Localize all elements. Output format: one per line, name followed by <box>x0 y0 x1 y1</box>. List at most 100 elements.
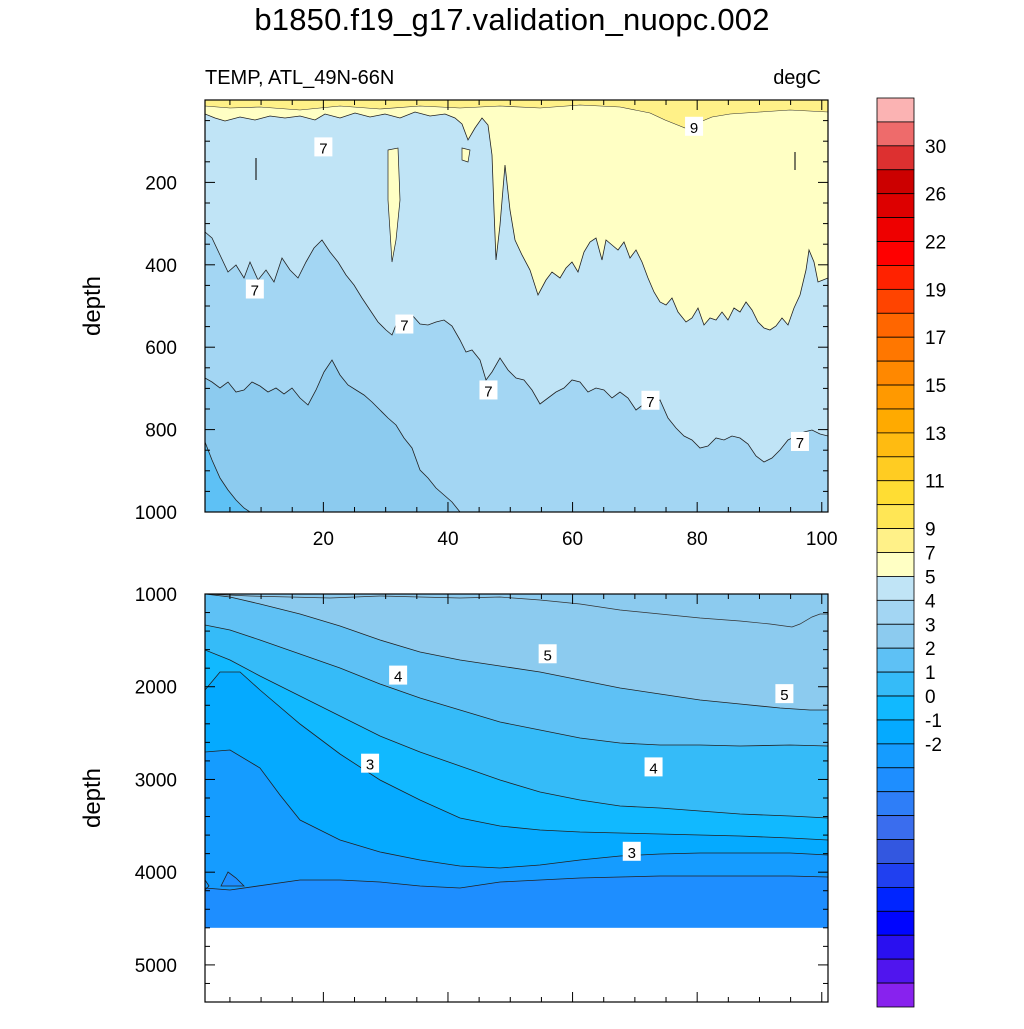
lower-y-axis-title: depth <box>79 768 106 828</box>
lower-contour-fills <box>205 594 828 1002</box>
colorbar-box <box>876 599 915 625</box>
colorbar-box <box>876 910 915 936</box>
lower-contour-label: 3 <box>361 753 380 774</box>
lower-contour-label: 5 <box>538 644 557 664</box>
svg-text:7: 7 <box>796 435 804 452</box>
lower-y-tick-label: 5000 <box>135 956 177 977</box>
colorbar-box <box>876 241 915 266</box>
x-tick-label: 100 <box>806 529 838 550</box>
colorbar-box <box>876 552 915 577</box>
colorbar-box <box>876 815 915 840</box>
colorbar-box <box>876 528 915 553</box>
colorbar-box <box>876 360 915 386</box>
colorbar-box <box>876 265 915 290</box>
colorbar-label: 7 <box>925 544 936 565</box>
colorbar-box <box>876 958 915 984</box>
colorbar-box <box>876 623 915 649</box>
units-label: degC <box>773 67 821 89</box>
lower-y-tick-label: 1000 <box>135 585 177 606</box>
svg-text:7: 7 <box>251 283 259 300</box>
colorbar-box <box>876 432 915 458</box>
colorbar-box <box>876 217 915 242</box>
upper-contour-label: 7 <box>314 137 333 157</box>
lower-y-tick-label: 2000 <box>135 678 177 699</box>
colorbar-box <box>876 839 915 864</box>
colorbar-box <box>876 288 915 314</box>
x-tick-label: 80 <box>687 529 708 550</box>
x-tick-label: 60 <box>562 529 583 550</box>
lower-contour-label: 3 <box>622 841 641 862</box>
colorbar-label: 0 <box>925 687 936 708</box>
upper-y-axis-title: depth <box>79 276 106 336</box>
colorbar-box <box>876 408 915 434</box>
colorbar-label: 2 <box>925 639 936 660</box>
colorbar-label: 9 <box>925 520 936 541</box>
colorbar-box <box>876 145 915 171</box>
upper-y-tick-label: 200 <box>145 173 177 194</box>
svg-text:3: 3 <box>628 845 636 862</box>
colorbar-label: -2 <box>925 735 942 756</box>
upper-contour-label: 9 <box>685 116 704 137</box>
colorbar-box <box>876 647 915 673</box>
svg-text:4: 4 <box>649 760 657 777</box>
upper-contour-label: 7 <box>479 380 498 400</box>
colorbar-box <box>876 671 915 697</box>
upper-contour-label: 7 <box>245 279 264 300</box>
upper-contour-label: 7 <box>641 390 660 411</box>
svg-text:3: 3 <box>366 757 374 774</box>
svg-text:4: 4 <box>394 669 402 686</box>
colorbar-box <box>876 97 915 123</box>
colorbar-box <box>876 336 915 362</box>
colorbar-label: 19 <box>925 280 946 301</box>
svg-text:7: 7 <box>400 318 408 335</box>
lower-contour-label: 5 <box>775 684 794 704</box>
colorbar-box <box>876 863 915 888</box>
colorbar-box <box>876 767 915 793</box>
colorbar-label: 13 <box>925 424 946 445</box>
colorbar-label: 3 <box>925 615 936 636</box>
upper-y-tick-label: 600 <box>145 338 177 359</box>
variable-label: TEMP, ATL_49N-66N <box>205 67 394 89</box>
x-tick-label: 20 <box>313 529 334 550</box>
colorbar-box <box>876 480 915 506</box>
colorbar-box <box>876 719 915 745</box>
colorbar-box <box>876 121 915 147</box>
colorbar-box <box>876 312 915 338</box>
colorbar-box <box>876 982 915 1008</box>
colorbar-label: -1 <box>925 711 942 732</box>
colorbar-label: 30 <box>925 137 946 158</box>
upper-y-tick-label: 1000 <box>135 503 177 524</box>
svg-text:5: 5 <box>780 687 788 704</box>
lower-contour-label: 4 <box>389 665 408 686</box>
svg-text:7: 7 <box>484 383 492 400</box>
colorbar-box <box>876 695 915 721</box>
colorbar: 30 26 22 19 17 15 13 11 9 75 4 3 2 1 0 -1 -2 <box>876 97 946 1008</box>
upper-contour-label: 7 <box>395 314 414 335</box>
colorbar-label: 17 <box>925 328 946 349</box>
lower-y-tick-label: 4000 <box>135 863 177 884</box>
colorbar-box <box>876 384 915 410</box>
svg-text:7: 7 <box>646 394 654 411</box>
x-tick-label: 40 <box>437 529 458 550</box>
svg-text:5: 5 <box>543 647 551 664</box>
lower-y-tick-label: 3000 <box>135 770 177 791</box>
colorbar-label: 1 <box>925 663 936 684</box>
upper-y-tick-label: 800 <box>145 421 177 442</box>
colorbar-box <box>876 193 915 219</box>
colorbar-label: 5 <box>925 567 936 588</box>
colorbar-box <box>876 791 915 817</box>
colorbar-box <box>876 456 915 482</box>
figure-title: b1850.f19_g17.validation_nuopc.002 <box>254 2 770 37</box>
svg-text:9: 9 <box>690 120 698 137</box>
colorbar-box <box>876 886 915 912</box>
upper-contour-fills <box>205 100 828 512</box>
upper-y-tick-label: 400 <box>145 256 177 277</box>
upper-contour-label: 7 <box>790 431 809 452</box>
lower-contour-label: 4 <box>644 757 663 777</box>
colorbar-label: 4 <box>925 591 936 612</box>
colorbar-label: 15 <box>925 376 946 397</box>
colorbar-label: 11 <box>925 472 945 493</box>
colorbar-label: 22 <box>925 233 946 254</box>
